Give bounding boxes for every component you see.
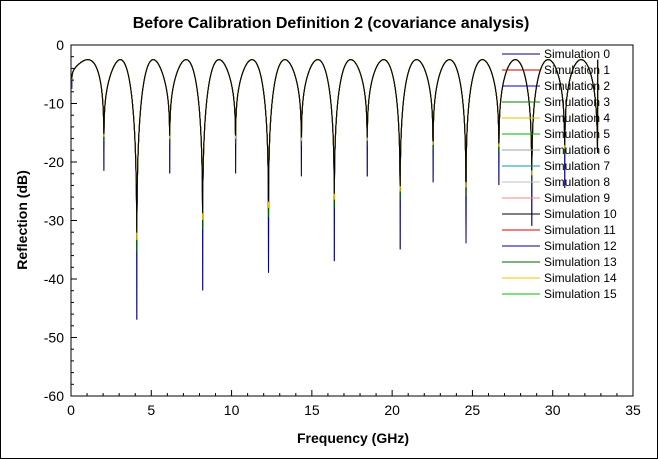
x-tick-label: 10 [224,402,240,418]
plot-area [70,44,634,397]
x-tick-label: 35 [625,402,641,418]
x-tick-label: 20 [384,402,400,418]
x-axis: 0 5 10 15 20 25 30 35 [67,390,641,418]
legend-entry: Simulation 2 [544,79,610,93]
y-axis-title: Reflection (dB) [14,170,30,270]
y-tick-label: -40 [44,271,64,287]
x-tick-label: 15 [304,402,320,418]
legend-entry: Simulation 5 [544,127,610,141]
x-tick-label: 5 [147,402,155,418]
legend-entry: Simulation 14 [544,271,617,285]
x-tick-label: 25 [465,402,481,418]
series-layer [71,59,599,320]
legend-entry: Simulation 11 [544,223,616,237]
chart-title: Before Calibration Definition 2 (covaria… [133,15,530,32]
series-line-15 [71,59,599,233]
x-tick-label: 0 [67,402,75,418]
y-tick-label: 0 [56,37,64,53]
legend-entry: Simulation 3 [544,95,610,109]
legend-entry: Simulation 10 [544,207,617,221]
legend-entry: Simulation 9 [544,191,610,205]
legend-entry: Simulation 0 [544,47,610,61]
x-tick-label: 30 [545,402,561,418]
legend-entry: Simulation 1 [544,63,610,77]
y-tick-label: -30 [44,213,64,229]
legend-entry: Simulation 6 [544,143,610,157]
legend: Simulation 0 Simulation 1 Simulation 2 Simu… [502,47,617,301]
x-axis-title: Frequency (GHz) [297,430,409,446]
y-tick-label: -50 [44,330,64,346]
y-tick-label: -20 [44,154,64,170]
legend-entry: Simulation 13 [544,255,617,269]
legend-entry: Simulation 12 [544,239,617,253]
y-axis: 0 -10 -20 -30 -40 -50 -60 [44,37,77,404]
y-tick-label: -10 [44,96,64,112]
legend-entry: Simulation 15 [544,287,617,301]
legend-entry: Simulation 8 [544,175,610,189]
legend-entry: Simulation 7 [544,159,610,173]
legend-entry: Simulation 4 [544,111,610,125]
y-tick-label: -60 [44,388,64,404]
